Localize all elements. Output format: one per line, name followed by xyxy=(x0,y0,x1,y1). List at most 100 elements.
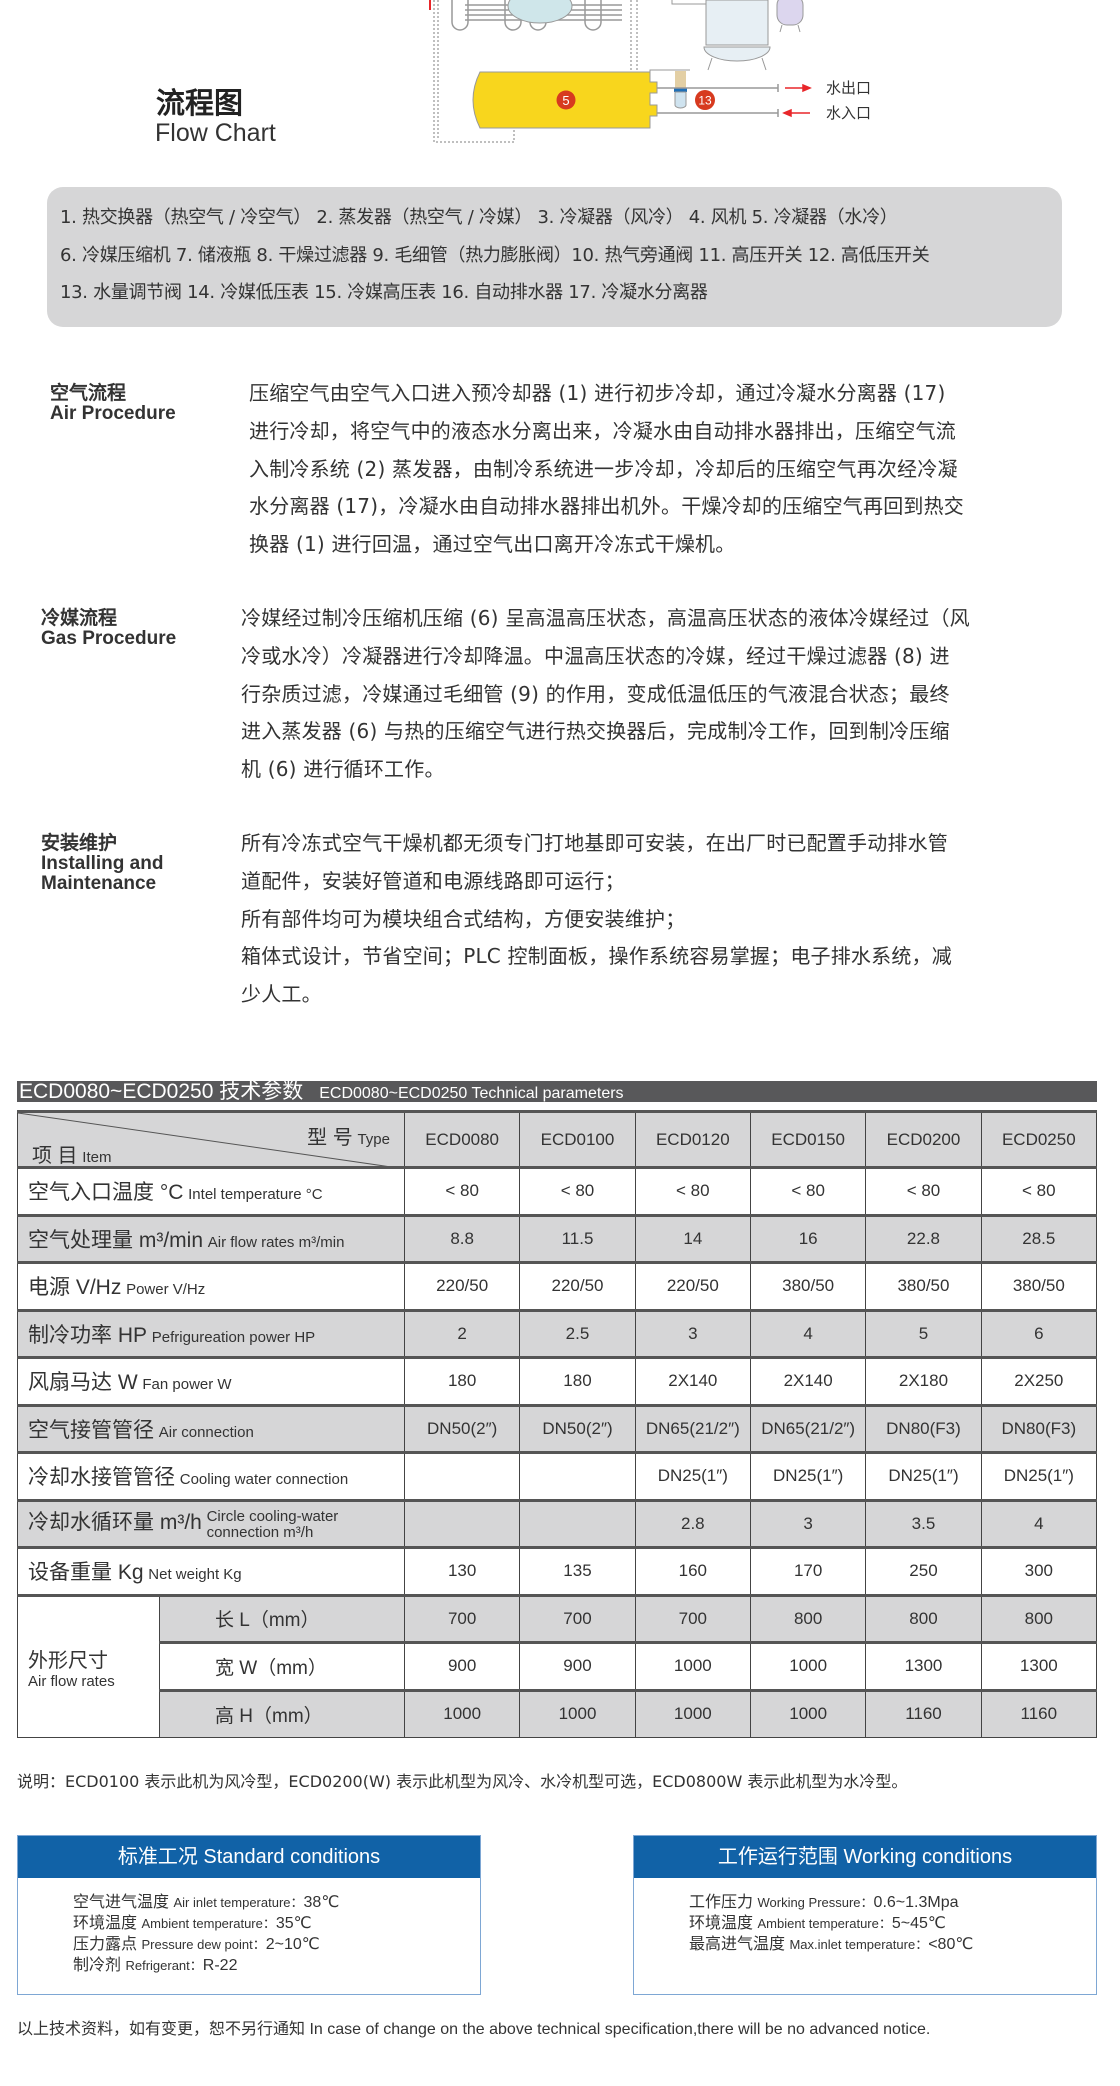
row-label: 设备重量 Kg Net weight Kg xyxy=(17,1546,405,1596)
para-line: 箱体式设计，节省空间；PLC 控制面板，操作系统容易掌握；电子排水系统，减 xyxy=(241,944,952,969)
para-line: 入制冷系统 (2) 蒸发器，由制冷系统进一步冷却，冷却后的压缩空气再次经冷凝 xyxy=(249,456,958,481)
section-title-en: Maintenance xyxy=(41,873,157,894)
para-line: 所有冷冻式空气干燥机都无须专门打地基即可安装，在出厂时已配置手动排水管 xyxy=(241,831,948,855)
table-cell: 22.8 xyxy=(865,1213,982,1263)
row-label-cn: 风扇马达 W xyxy=(28,1371,138,1395)
table-cell: 11.5 xyxy=(519,1213,636,1263)
table-cell: DN25(1″) xyxy=(865,1451,982,1501)
row-label-en: Cooling water connection xyxy=(179,1471,349,1489)
table-cell: 380/50 xyxy=(865,1261,982,1311)
table-cell: 800 xyxy=(865,1593,982,1643)
row-label-cn: 空气处理量 m³/min xyxy=(28,1228,203,1252)
table-cell: DN25(1″) xyxy=(980,1451,1098,1501)
condition-item: 空气进气温度 Air inlet temperature：38℃ xyxy=(73,1892,480,1913)
model-header: ECD0150 xyxy=(749,1110,867,1168)
header-corner: 项 目 Item 型 号 Type xyxy=(17,1110,405,1168)
table-cell: 800 xyxy=(749,1593,867,1643)
para-line: 进入蒸发器 (6) 与热的压缩空气进行热交换器后，完成制冷工作，回到制冷压缩 xyxy=(241,719,950,744)
table-cell: 180 xyxy=(403,1356,521,1406)
table-cell: DN50(2″) xyxy=(519,1403,636,1453)
table-cell: 2X140 xyxy=(634,1356,751,1406)
condition-item: 环境温度 Ambient temperature：5~45℃ xyxy=(689,1913,1096,1934)
table-cell: 900 xyxy=(519,1641,636,1691)
table-cell: 2X180 xyxy=(865,1356,982,1406)
working-conditions-title: 工作运行范围 Working conditions xyxy=(634,1836,1096,1878)
row-label-en: Power V/Hz xyxy=(126,1281,206,1299)
marker-5-label: 5 xyxy=(562,93,569,108)
table-cell: 3 xyxy=(749,1498,867,1548)
table-row: 电源 V/Hz Power V/Hz 220/50 220/50 220/50 380/… xyxy=(17,1261,1098,1311)
marker-13-label: 13 xyxy=(698,94,712,108)
table-cell: 250 xyxy=(865,1546,982,1596)
table-cell: 1160 xyxy=(865,1688,982,1738)
row-label-cn: 冷却水接管管径 xyxy=(28,1466,175,1490)
table-title-cn: ECD0080~ECD0250 技术参数 xyxy=(19,1080,304,1103)
section-title-cn: 冷媒流程 xyxy=(41,608,118,629)
section-title-en: Air Procedure xyxy=(50,403,176,424)
table-cell: 380/50 xyxy=(749,1261,867,1311)
dashed-air-lines xyxy=(433,0,638,143)
row-label-en: Fan power W xyxy=(142,1376,232,1394)
table-cell: DN80(F3) xyxy=(980,1403,1098,1453)
table-cell: < 80 xyxy=(865,1166,982,1216)
para-line: 压缩空气由空气入口进入预冷却器 (1) 进行初步冷却，通过冷凝水分离器 (17) xyxy=(249,381,946,405)
condition-label-en: Pressure dew point： xyxy=(141,1937,266,1952)
table-cell: 800 xyxy=(980,1593,1098,1643)
footer-disclaimer: 以上技术资料，如有变更，恕不另行通知 In case of change on … xyxy=(17,2021,931,2038)
section-title-en: Installing and xyxy=(41,853,164,874)
table-cell: 1000 xyxy=(634,1641,751,1691)
condition-item: 环境温度 Ambient temperature：35℃ xyxy=(73,1913,480,1934)
para-line: 水分离器 (17)，冷凝水由自动排水器排出机外。干燥冷却的压缩空气再回到热交 xyxy=(249,494,965,519)
model-header: ECD0080 xyxy=(403,1110,521,1168)
installing-label: 安装维护 Installing and Maintenance xyxy=(41,834,163,894)
row-label-cn: 设备重量 Kg xyxy=(28,1561,144,1585)
table-cell: 2 xyxy=(403,1308,521,1358)
table-row: 冷却水循环量 m³/h Circle cooling-water connect… xyxy=(17,1498,1098,1548)
table-cell: 380/50 xyxy=(980,1261,1098,1311)
condition-label-en: Ambient temperature： xyxy=(141,1916,276,1931)
standard-conditions-title: 标准工况 Standard conditions xyxy=(18,1836,480,1878)
component-legend: 1. 热交换器（热空气 / 冷空气） 2. 蒸发器（热空气 / 冷媒） 3. 冷… xyxy=(47,187,1062,327)
dimension-row: 宽 W（mm） 900 900 1000 1000 1300 1300 xyxy=(18,1641,1098,1691)
table-cell xyxy=(519,1451,636,1501)
para-line: 所有部件均可为模块组合式结构，方便安装维护； xyxy=(241,906,686,931)
header-type-cn: 型 号 xyxy=(307,1127,353,1149)
condition-label-cn: 环境温度 xyxy=(73,1915,138,1932)
flow-diagram: 5 13 水出口 水入口 xyxy=(429,0,871,143)
para-line: 行杂质过滤，冷媒通过毛细管 (9) 的作用，变成低温低压的气液混合状态；最终 xyxy=(241,681,950,706)
condition-item: 制冷剂 Refrigerant：R-22 xyxy=(73,1955,480,1976)
condition-value: 35℃ xyxy=(275,1915,312,1932)
table-cell: 700 xyxy=(634,1593,751,1643)
model-header: ECD0250 xyxy=(980,1110,1098,1168)
row-label: 空气处理量 m³/min Air flow rates m³/min xyxy=(17,1213,405,1263)
table-cell xyxy=(403,1451,521,1501)
working-conditions-box: 工作运行范围 Working conditions 工作压力 Working P… xyxy=(633,1835,1097,1995)
header-item-en: Item xyxy=(82,1149,112,1166)
dimensions-label-en: Air flow rates xyxy=(28,1672,115,1690)
table-cell: 4 xyxy=(980,1498,1098,1548)
table-cell: 3 xyxy=(634,1308,751,1358)
condition-item: 压力露点 Pressure dew point：2~10℃ xyxy=(73,1934,480,1955)
dimension-row: 高 H（mm） 1000 1000 1000 1000 1160 1160 xyxy=(18,1688,1098,1738)
table-cell: 220/50 xyxy=(403,1261,521,1311)
condition-label-en: Air inlet temperature： xyxy=(173,1895,304,1910)
row-label: 制冷功率 HP Pefrigureation power HP xyxy=(17,1308,405,1358)
dimensions-label-cn: 外形尺寸 xyxy=(28,1649,108,1672)
para-line: 换器 (1) 进行回温，通过空气出口离开冷冻式干燥机。 xyxy=(249,532,736,557)
dimensions-label: 外形尺寸 Air flow rates xyxy=(17,1593,160,1738)
standard-conditions-box: 标准工况 Standard conditions 空气进气温度 Air inle… xyxy=(17,1835,481,1995)
table-cell: 300 xyxy=(980,1546,1098,1596)
table-cell: DN25(1″) xyxy=(634,1451,751,1501)
row-label: 空气入口温度 °C Intel temperature °C xyxy=(17,1166,405,1216)
legend-line: 1. 热交换器（热空气 / 冷空气） 2. 蒸发器（热空气 / 冷媒） 3. 冷… xyxy=(60,207,898,228)
table-cell: 900 xyxy=(403,1641,521,1691)
table-cell: 220/50 xyxy=(519,1261,636,1311)
table-cell: 1300 xyxy=(865,1641,982,1691)
table-row: 空气处理量 m³/min Air flow rates m³/min 8.8 11.… xyxy=(17,1213,1098,1263)
table-row: 设备重量 Kg Net weight Kg 130 135 160 170 250 300 xyxy=(17,1546,1098,1596)
table-cell: DN50(2″) xyxy=(403,1403,521,1453)
gas-procedure-text: 冷媒经过制冷压缩机压缩 (6) 呈高温高压状态，高温高压状态的液体冷媒经过（风 … xyxy=(241,600,970,789)
legend-line: 6. 冷媒压缩机 7. 储液瓶 8. 干燥过滤器 9. 毛细管（热力膨胀阀）10… xyxy=(60,244,930,266)
row-label-en: Air flow rates m³/min xyxy=(207,1233,345,1251)
condition-value: 0.6~1.3Mpa xyxy=(873,1894,959,1911)
